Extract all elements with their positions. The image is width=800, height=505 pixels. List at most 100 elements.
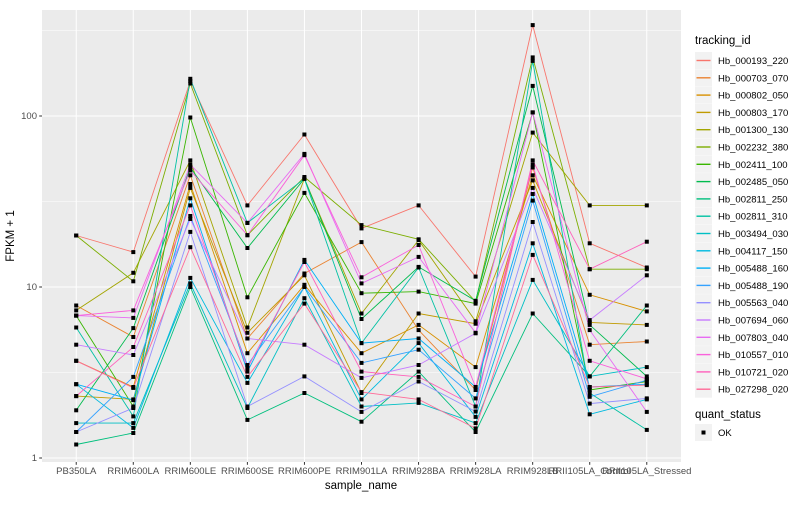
data-point [644,376,649,381]
data-point [302,190,307,195]
data-point [245,203,250,208]
data-point [302,391,307,395]
data-point [131,425,136,430]
legend-item: Hb_001300_130 [695,121,788,139]
data-point [587,318,592,323]
legend-label: Hb_007803_040 [718,333,788,344]
data-point [74,358,79,363]
data-point [131,335,136,339]
data-point [530,58,535,63]
data-point [587,320,592,325]
legend-label: Hb_005488_160 [718,264,788,275]
data-point [473,404,478,409]
data-point [302,273,307,278]
data-point [416,254,421,259]
data-point [131,431,136,435]
legend-label: Hb_000803_170 [718,108,788,119]
data-point [530,178,535,183]
legend-item: Hb_005488_160 [695,259,788,277]
data-point [587,267,592,272]
data-point [131,385,136,390]
y-tick-label: 10 [26,282,37,293]
data-point [74,442,79,447]
legend-label: Hb_010557_010 [718,350,788,361]
data-point [530,165,535,170]
data-point [188,76,193,81]
data-point [245,330,250,335]
data-point [131,250,136,255]
data-point [188,168,193,173]
data-point [131,308,136,313]
data-point [359,226,364,231]
data-point [587,385,592,389]
data-point [359,311,364,316]
data-point [473,321,478,326]
data-point [473,396,478,401]
y-axis-title: FPKM + 1 [5,210,17,261]
data-point [359,375,364,380]
data-point [530,220,535,224]
data-point [644,273,649,278]
data-point [359,369,364,374]
x-tick-label: PB350LA [56,466,97,477]
data-point [359,390,364,395]
legend-label: Hb_002232_380 [718,143,788,154]
data-point [359,281,364,286]
data-point [359,404,364,409]
data-point [188,81,193,86]
data-point [131,279,136,284]
data-point [587,401,592,406]
data-point [473,430,478,434]
legend-item: Hb_000802_050 [695,86,788,104]
data-point [188,79,193,84]
data-point [245,233,250,238]
data-point [530,252,535,257]
data-point [473,298,478,303]
data-point [644,303,649,308]
data-point [302,342,307,347]
data-point [416,322,421,327]
legend-item: Hb_002485_050 [695,173,788,191]
data-point [245,246,250,250]
legend-label: Hb_002811_250 [718,194,788,205]
legend-title-tracking-id: tracking_id [695,35,751,47]
data-point [131,315,136,320]
data-point [587,412,592,417]
data-point [74,233,79,238]
data-point [359,419,364,424]
data-point [359,409,364,414]
data-point [416,328,421,333]
legend-label: Hb_003494_030 [718,229,788,240]
data-point [188,158,193,163]
legend-label: Hb_027298_020 [718,385,788,396]
data-point [245,380,250,385]
data-point [530,158,535,163]
data-point [188,165,193,170]
data-point [245,417,250,422]
legend-item: Hb_002811_310 [695,207,788,225]
legend-item: Hb_002232_380 [695,138,788,156]
data-point [530,173,535,178]
legend-item: Hb_004117_150 [695,242,788,260]
data-point [587,328,592,333]
data-point [473,365,478,370]
legend-label: Hb_002811_310 [718,212,788,223]
data-point [245,325,250,330]
data-point [188,275,193,280]
data-point [587,292,592,297]
data-point [302,132,307,137]
data-point [473,388,478,392]
data-point [587,391,592,395]
data-point [302,153,307,158]
data-point [530,162,535,167]
data-point [530,83,535,88]
data-point [131,326,136,331]
legend-item: Hb_000703_070 [695,69,788,87]
data-point [530,198,535,203]
data-point [530,130,535,135]
data-point [188,115,193,120]
data-point [359,360,364,365]
x-tick-label: RRIM928BA [392,466,445,477]
data-point [359,351,364,356]
data-point [131,398,136,403]
